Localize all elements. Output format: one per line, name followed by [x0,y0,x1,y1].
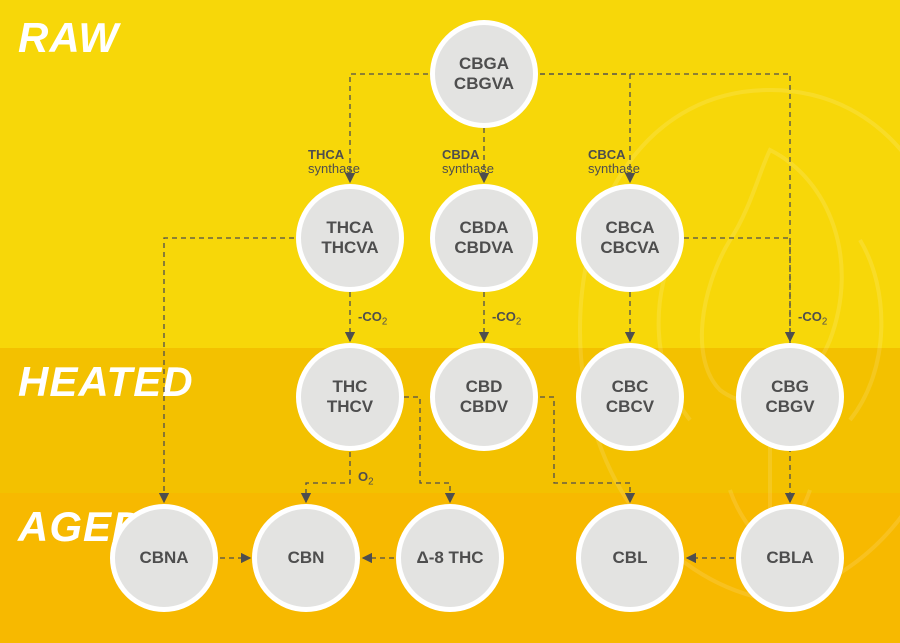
edge-label: -CO2 [492,310,521,328]
edge-label: CBDAsynthase [442,148,494,175]
node-cbn: CBN [252,504,360,612]
node-d8thc: Δ-8 THC [396,504,504,612]
node-cbna: CBNA [110,504,218,612]
edge-label: CBCAsynthase [588,148,640,175]
node-cbga: CBGACBGVA [430,20,538,128]
node-cbc: CBCCBCV [576,343,684,451]
node-cbl: CBL [576,504,684,612]
section-label-heated: HEATED [18,358,194,406]
edge-label: -CO2 [358,310,387,328]
edge-label: O2 [358,470,374,488]
node-thca: THCATHCVA [296,184,404,292]
node-cbda: CBDACBDVA [430,184,538,292]
section-label-raw: RAW [18,14,119,62]
node-cbla: CBLA [736,504,844,612]
node-cbd: CBDCBDV [430,343,538,451]
node-cbca: CBCACBCVA [576,184,684,292]
node-cbg: CBGCBGV [736,343,844,451]
edge-label: THCAsynthase [308,148,360,175]
edge-label: -CO2 [798,310,827,328]
node-thc: THCTHCV [296,343,404,451]
